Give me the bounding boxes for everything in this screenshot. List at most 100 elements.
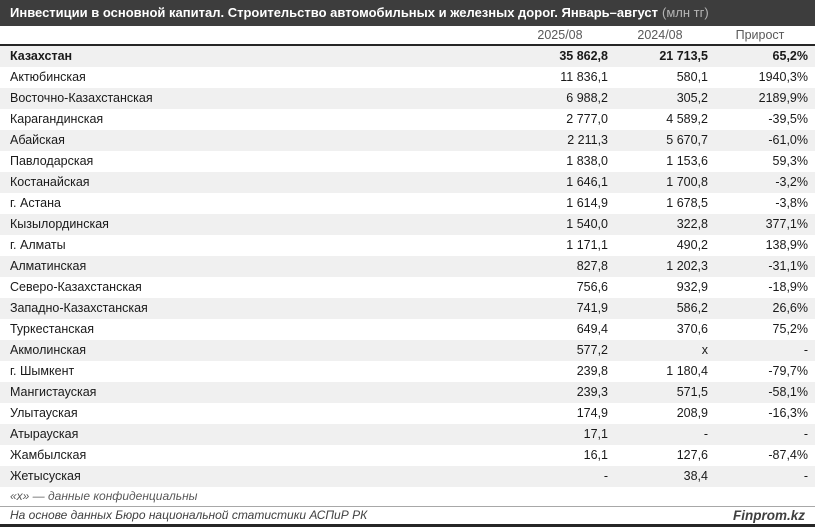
value-2025-cell: 2 211,3 — [567, 133, 608, 147]
title-bar: Инвестиции в основной капитал. Строитель… — [0, 0, 815, 26]
region-cell: Абайская — [10, 133, 65, 147]
value-2025-cell: 827,8 — [576, 259, 608, 273]
growth-cell: -58,1% — [768, 385, 808, 399]
region-cell: Кызылординская — [10, 217, 109, 231]
region-cell: Жетысуская — [10, 469, 81, 483]
region-cell: Костанайская — [10, 175, 90, 189]
table-row: Акмолинская 577,2 х - — [0, 340, 815, 361]
table-row: Западно-Казахстанская 741,9 586,2 26,6% — [0, 298, 815, 319]
page-title: Инвестиции в основной капитал. Строитель… — [10, 5, 659, 20]
region-cell: Алматинская — [10, 259, 87, 273]
value-2025-cell: - — [603, 469, 608, 483]
value-2025-cell: 756,6 — [576, 280, 608, 294]
growth-cell: - — [803, 343, 808, 357]
region-cell: Акмолинская — [10, 343, 86, 357]
table-row: Абайская 2 211,3 5 670,7 -61,0% — [0, 130, 815, 151]
footnote: «х» — данные конфиденциальны — [0, 487, 815, 507]
value-2025-cell: 239,8 — [576, 364, 608, 378]
value-2025-cell: 1 540,0 — [566, 217, 608, 231]
value-2024-cell: 490,2 — [676, 238, 708, 252]
table-body: Казахстан 35 862,8 21 713,5 65,2% Актюби… — [0, 46, 815, 487]
value-2025-cell: 239,3 — [576, 385, 608, 399]
value-2025-cell: 2 777,0 — [566, 112, 608, 126]
value-2025-cell: 6 988,2 — [566, 91, 608, 105]
growth-cell: 138,9% — [765, 238, 808, 252]
table-row: Казахстан 35 862,8 21 713,5 65,2% — [0, 46, 815, 67]
source-bar: На основе данных Бюро национальной стати… — [0, 507, 815, 527]
brand-logo: Finprom.kz — [732, 508, 805, 523]
region-cell: Мангистауская — [10, 385, 97, 399]
growth-cell: - — [803, 427, 808, 441]
value-2024-cell: 932,9 — [676, 280, 708, 294]
table-row: Павлодарская 1 838,0 1 153,6 59,3% — [0, 151, 815, 172]
growth-cell: - — [803, 469, 808, 483]
table-row: Кызылординская 1 540,0 322,8 377,1% — [0, 214, 815, 235]
value-2025-cell: 35 862,8 — [559, 49, 608, 63]
region-cell: Казахстан — [10, 49, 73, 63]
region-cell: Западно-Казахстанская — [10, 301, 148, 315]
table-row: Восточно-Казахстанская 6 988,2 305,2 218… — [0, 88, 815, 109]
value-2025-cell: 1 614,9 — [566, 196, 608, 210]
value-2024-cell: 305,2 — [676, 91, 708, 105]
growth-cell: 377,1% — [765, 217, 808, 231]
region-cell: Туркестанская — [10, 322, 94, 336]
value-2024-cell: 1 202,3 — [666, 259, 708, 273]
value-2024-cell: 38,4 — [683, 469, 708, 483]
title-unit: (млн тг) — [662, 5, 709, 20]
region-cell: Восточно-Казахстанская — [10, 91, 153, 105]
value-2025-cell: 741,9 — [576, 301, 608, 315]
table-row: Алматинская 827,8 1 202,3 -31,1% — [0, 256, 815, 277]
value-2024-cell: 21 713,5 — [659, 49, 708, 63]
growth-cell: -87,4% — [768, 448, 808, 462]
table-row: Мангистауская 239,3 571,5 -58,1% — [0, 382, 815, 403]
value-2024-cell: 1 180,4 — [666, 364, 708, 378]
table-row: г. Астана 1 614,9 1 678,5 -3,8% — [0, 193, 815, 214]
value-2024-cell: 322,8 — [676, 217, 708, 231]
value-2024-cell: 1 153,6 — [666, 154, 708, 168]
value-2024-cell: 208,9 — [676, 406, 708, 420]
table-row: Туркестанская 649,4 370,6 75,2% — [0, 319, 815, 340]
region-cell: Северо-Казахстанская — [10, 280, 142, 294]
region-cell: г. Астана — [10, 196, 61, 210]
region-cell: Павлодарская — [10, 154, 94, 168]
value-2024-cell: 571,5 — [676, 385, 708, 399]
table-row: Атырауская 17,1 - - — [0, 424, 815, 445]
column-header-2024-08: 2024/08 — [637, 28, 683, 42]
column-header-growth: Прирост — [735, 28, 785, 42]
table-row: Актюбинская 11 836,1 580,1 1940,3% — [0, 67, 815, 88]
growth-cell: 2189,9% — [758, 91, 808, 105]
growth-cell: -39,5% — [768, 112, 808, 126]
growth-cell: -79,7% — [768, 364, 808, 378]
source-text: На основе данных Бюро национальной стати… — [10, 508, 368, 522]
value-2024-cell: 5 670,7 — [666, 133, 708, 147]
region-cell: Карагандинская — [10, 112, 104, 126]
growth-cell: -31,1% — [768, 259, 808, 273]
growth-cell: 26,6% — [772, 301, 808, 315]
value-2025-cell: 11 836,1 — [560, 70, 608, 84]
value-2024-cell: х — [701, 343, 708, 357]
growth-cell: -3,2% — [775, 175, 808, 189]
value-2025-cell: 1 646,1 — [566, 175, 608, 189]
value-2024-cell: 1 700,8 — [666, 175, 708, 189]
region-cell: г. Алматы — [10, 238, 66, 252]
growth-cell: 75,2% — [772, 322, 808, 336]
region-cell: Улытауская — [10, 406, 78, 420]
table-row: Костанайская 1 646,1 1 700,8 -3,2% — [0, 172, 815, 193]
growth-cell: -61,0% — [768, 133, 808, 147]
value-2025-cell: 1 838,0 — [566, 154, 608, 168]
table-row: Северо-Казахстанская 756,6 932,9 -18,9% — [0, 277, 815, 298]
growth-cell: 65,2% — [772, 49, 808, 63]
table-row: г. Алматы 1 171,1 490,2 138,9% — [0, 235, 815, 256]
value-2025-cell: 1 171,1 — [566, 238, 608, 252]
growth-cell: -3,8% — [775, 196, 808, 210]
column-header-2025-08: 2025/08 — [537, 28, 583, 42]
value-2025-cell: 16,1 — [583, 448, 608, 462]
table-header-row: 2025/08 2024/08 Прирост — [0, 26, 815, 46]
region-cell: Актюбинская — [10, 70, 86, 84]
region-cell: г. Шымкент — [10, 364, 75, 378]
value-2025-cell: 649,4 — [576, 322, 608, 336]
value-2024-cell: 580,1 — [676, 70, 708, 84]
value-2025-cell: 174,9 — [576, 406, 608, 420]
growth-cell: -18,9% — [768, 280, 808, 294]
